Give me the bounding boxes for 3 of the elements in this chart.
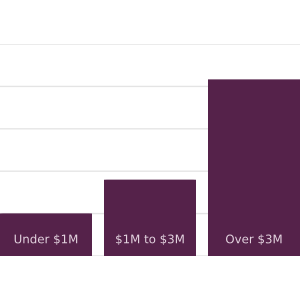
x-tick-label: $1M to $3M <box>116 234 184 245</box>
x-tick-label: Over $3M <box>226 234 282 245</box>
x-tick-label: Under $1M <box>14 234 78 245</box>
